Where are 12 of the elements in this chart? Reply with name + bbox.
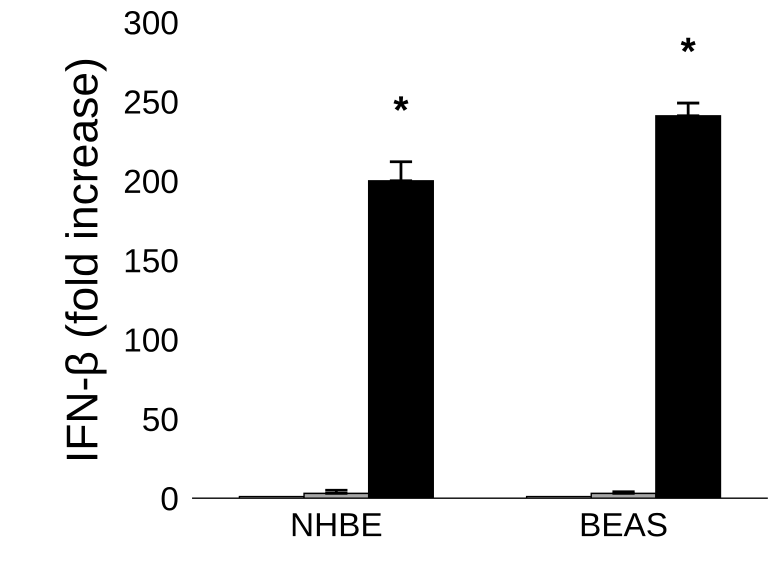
y-tick-label: 200 — [124, 170, 178, 194]
y-tick-label: 50 — [143, 408, 178, 432]
y-tick-label: 150 — [126, 248, 178, 273]
y-axis-title: IFN-β (fold increase) — [65, 60, 107, 459]
annotation: * — [394, 96, 408, 111]
y-tick-label: 250 — [124, 90, 178, 114]
x-tick-label: BEAS — [582, 512, 666, 537]
x-tick-label: NHBE — [292, 513, 382, 536]
y-tick-label: 100 — [126, 328, 178, 352]
y-tick-label: 300 — [124, 10, 178, 35]
y-tick-label: 0 — [162, 486, 178, 511]
annotation: * — [680, 38, 696, 52]
